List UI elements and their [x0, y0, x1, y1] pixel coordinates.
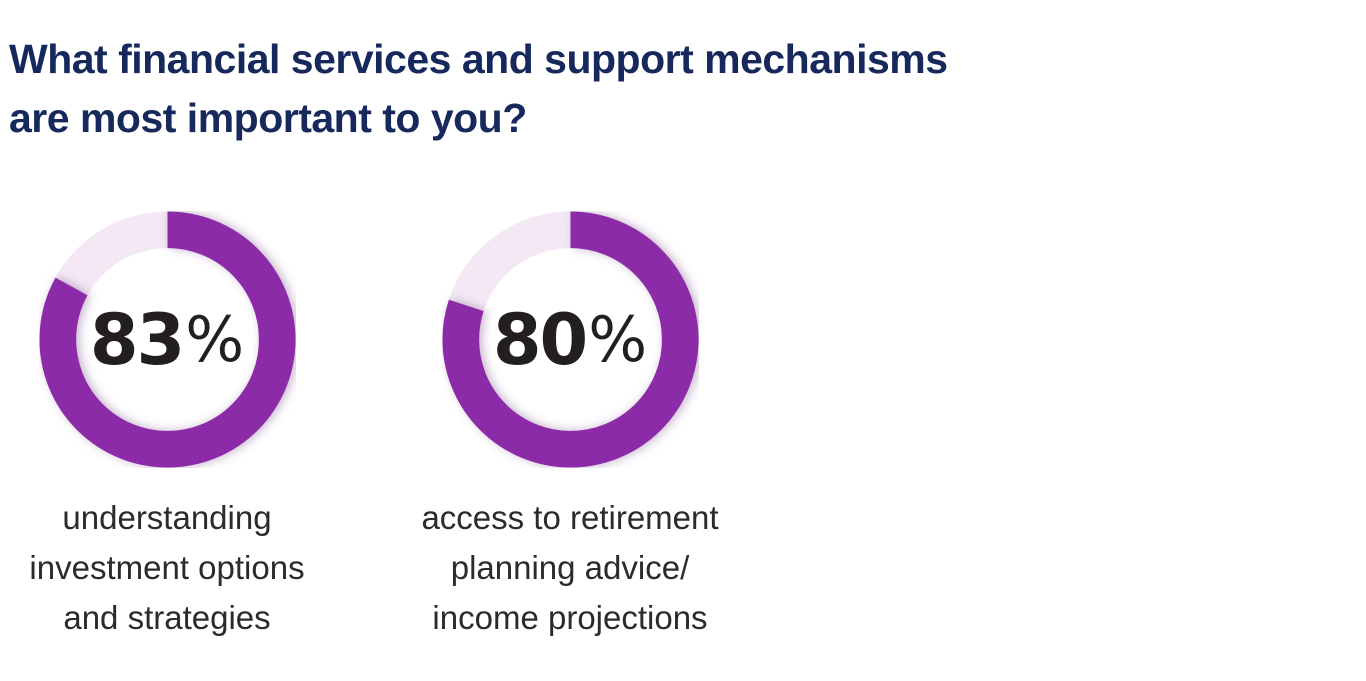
donut-value-ring: [38, 211, 296, 468]
donut-label-line: access to retirement: [421, 499, 719, 536]
donut-ring: [441, 211, 699, 468]
donut-ring: [38, 211, 296, 468]
donut-ring-wrap: 80 %: [441, 211, 699, 468]
donut-value-ring: [441, 211, 699, 468]
donut-chart-investment-options: 83 % understanding investment options an…: [10, 211, 324, 643]
page-title-line-2: are most important to you?: [9, 95, 527, 141]
page-title: What financial services and support mech…: [9, 30, 948, 148]
donut-label: access to retirement planning advice/ in…: [413, 493, 727, 643]
donut-label-line: and strategies: [63, 599, 271, 636]
donut-chart-retirement-advice: 80 % access to retirement planning advic…: [413, 211, 727, 643]
donut-label-line: planning advice/: [450, 549, 690, 586]
donut-label-line: understanding: [62, 499, 272, 536]
page-title-line-1: What financial services and support mech…: [9, 36, 948, 82]
donut-ring-wrap: 83 %: [38, 211, 296, 468]
donut-label: understanding investment options and str…: [10, 493, 324, 643]
donut-label-line: investment options: [29, 549, 305, 586]
donut-label-line: income projections: [432, 599, 708, 636]
